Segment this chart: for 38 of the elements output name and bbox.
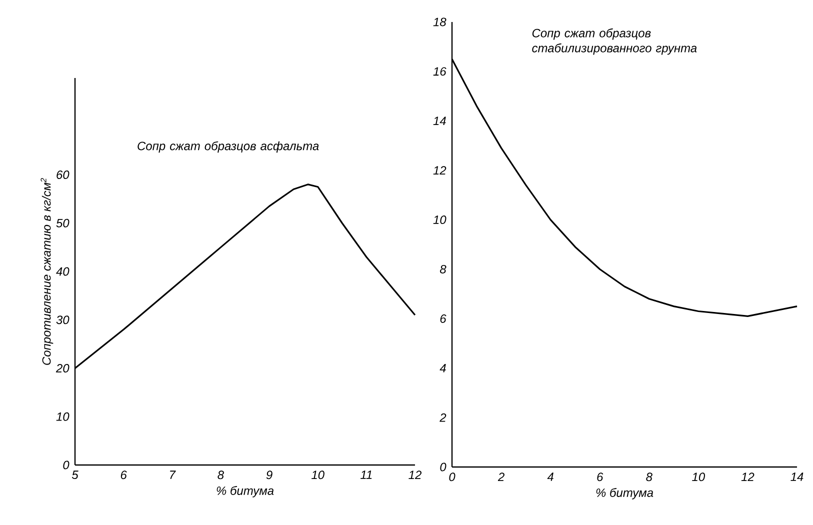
y-tick-label: 14	[433, 116, 446, 126]
x-tick-label: 7	[170, 470, 176, 479]
y-tick-label: 30	[56, 316, 70, 324]
y-tick-label: 50	[56, 218, 70, 228]
x-tick-label: 5	[72, 470, 78, 480]
y-tick-label: 2	[440, 413, 446, 422]
y-tick-label: 10	[433, 216, 446, 224]
x-axis-title: % битума	[216, 486, 274, 498]
y-tick-label: 0	[440, 462, 446, 472]
y-tick-label: 18	[433, 18, 446, 26]
y-tick-label: 40	[56, 267, 70, 276]
x-tick-label: 6	[597, 472, 604, 482]
y-tick-label: 10	[56, 412, 70, 421]
y-tick-label: 20	[56, 364, 70, 372]
x-tick-label: 10	[692, 472, 706, 482]
y-tick-label: 4	[440, 364, 446, 372]
x-tick-label: 8	[218, 470, 224, 480]
x-tick-label: 12	[741, 472, 754, 482]
x-tick-label: 4	[547, 472, 554, 481]
x-axis-title: % битума	[596, 488, 654, 500]
x-tick-label: 14	[790, 472, 804, 481]
text: Сопр сжат образцов стабилизированного грунта	[532, 28, 697, 55]
y-tick-label: 0	[63, 460, 70, 470]
x-tick-label: 10	[311, 470, 324, 480]
y-tick-label: 16	[433, 67, 446, 76]
y-axis-title: Сопротивление сжатию в кг/см$^{2}$	[40, 178, 54, 365]
x-tick-label: 11	[360, 470, 372, 479]
x-tick-label: 2	[498, 472, 504, 482]
y-tick-label: 60	[56, 170, 70, 179]
x-tick-label: 9	[266, 470, 272, 480]
x-tick-label: 12	[408, 470, 422, 480]
text: Сопр сжат образцов асфальта	[138, 141, 319, 153]
x-tick-label: 6	[120, 470, 127, 480]
y-tick-label: 8	[440, 264, 446, 274]
y-tick-label: 6	[440, 314, 446, 323]
y-tick-label: 12	[433, 166, 446, 175]
x-tick-label: 8	[646, 472, 652, 482]
x-tick-label: 0	[449, 472, 456, 482]
